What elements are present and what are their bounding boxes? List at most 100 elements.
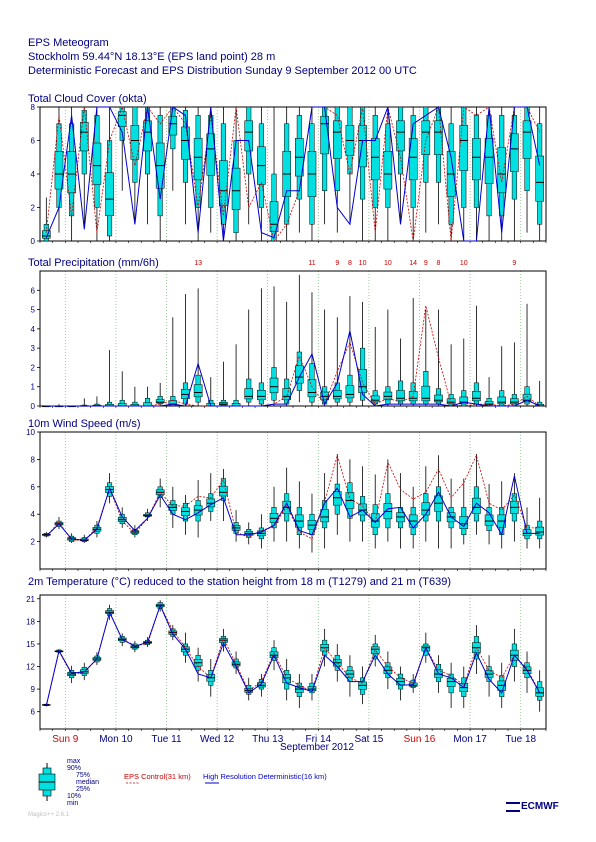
legend-min: min <box>67 800 79 807</box>
box-inner <box>155 399 165 404</box>
panel-title-precipitation: Total Precipitation (mm/6h) <box>28 257 159 269</box>
box-inner <box>472 391 481 402</box>
box-inner <box>383 151 393 190</box>
box-inner <box>269 201 279 233</box>
software-version: Magics++ 2.6.1 <box>28 812 70 818</box>
box-inner <box>320 115 329 155</box>
box-inner <box>282 388 291 401</box>
day-label: Sun 16 <box>404 734 436 745</box>
box-inner <box>396 390 405 402</box>
legend-75: 75% <box>76 772 91 779</box>
box-inner <box>219 485 228 497</box>
control-line <box>46 453 540 541</box>
box-inner <box>358 503 367 516</box>
day-label: Mon 17 <box>453 734 487 745</box>
day-label: Thu 13 <box>252 734 284 745</box>
y-tick-label: 2 <box>31 538 36 547</box>
box-inner <box>130 125 140 160</box>
box-inner <box>522 120 532 159</box>
hires-line <box>45 604 541 706</box>
box-inner <box>117 111 127 127</box>
y-tick-label: 1 <box>31 383 36 392</box>
box-inner <box>459 125 469 171</box>
max-value-label: 9 <box>424 260 428 267</box>
y-tick-label: 6 <box>31 483 36 492</box>
max-value-label: 10 <box>359 260 367 267</box>
legend-25: 25% <box>76 786 91 793</box>
control-line <box>45 604 541 706</box>
y-tick-label: 18 <box>26 617 35 626</box>
box-inner <box>54 151 64 190</box>
max-value-label: 14 <box>409 260 417 267</box>
max-value-label: 9 <box>512 260 516 267</box>
legend-max: max <box>67 758 81 765</box>
max-value-label: 11 <box>308 260 315 267</box>
legend-median: median <box>76 779 99 786</box>
legend-90: 90% <box>67 765 82 772</box>
y-tick-label: 0 <box>31 237 36 246</box>
box-inner <box>332 390 342 400</box>
y-tick-label: 2 <box>31 204 36 213</box>
box-inner <box>307 379 317 398</box>
box-inner <box>257 390 266 401</box>
box-inner <box>143 402 152 407</box>
box-inner <box>484 401 494 406</box>
panel-title-temperature: 2m Temperature (°C) reduced to the stati… <box>28 576 452 588</box>
legend-hires-label: High Resolution Deterministic(16 km) <box>203 772 327 781</box>
ecmwf-logo-icon <box>506 801 520 812</box>
ecmwf-logo: ECMWF <box>506 801 559 812</box>
day-label: Tue 18 <box>505 734 536 745</box>
y-tick-label: 4 <box>31 170 36 179</box>
hires-line <box>45 475 540 541</box>
y-tick-label: 8 <box>31 455 36 464</box>
box-inner <box>244 388 254 400</box>
day-label: Sun 9 <box>52 734 79 745</box>
box-inner <box>421 502 431 516</box>
box-inner <box>421 120 431 155</box>
y-tick-label: 4 <box>31 325 36 334</box>
box-inner <box>434 394 443 403</box>
header-location: Stockholm 59.44°N 18.13°E (EPS land poin… <box>28 51 276 63</box>
panel-title-wind: 10m Wind Speed (m/s) <box>28 418 141 430</box>
panel-title-cloud: Total Cloud Cover (okta) <box>28 93 147 105</box>
panel-3: 6 9 12 15 18 21 <box>26 594 547 731</box>
max-value-label: 10 <box>460 260 468 267</box>
box-inner <box>269 377 279 394</box>
box-inner <box>67 151 76 194</box>
box-inner <box>370 138 380 181</box>
box-inner <box>459 516 469 529</box>
box-inner <box>535 526 544 536</box>
panel-2: 2 4 6 8 10 <box>26 428 547 571</box>
ecmwf-logo-text: ECMWF <box>521 801 559 812</box>
box-inner <box>370 646 380 654</box>
box-inner <box>231 167 241 210</box>
header-forecast-info: Deterministic Forecast and EPS Distribut… <box>28 65 417 77</box>
panel-frame <box>39 431 547 570</box>
max-value-label: 10 <box>384 260 392 267</box>
y-tick-label: 9 <box>31 685 36 694</box>
control-line <box>45 105 541 242</box>
hires-line <box>45 106 541 242</box>
y-tick-label: 2 <box>31 363 36 372</box>
day-label: Mon 10 <box>99 734 133 745</box>
legend-box-glyph <box>34 762 60 802</box>
max-value-label: 13 <box>194 260 202 267</box>
box-inner <box>193 138 203 181</box>
day-label: Wed 12 <box>200 734 235 745</box>
y-tick-label: 8 <box>31 103 36 112</box>
header-title: EPS Meteogram <box>28 37 109 49</box>
box-inner <box>535 155 544 202</box>
box-inner <box>421 385 431 402</box>
panel-1: 0 1 2 3 4 5 6 13 11 9 8 10 10 14 9 8 10 9 <box>31 260 547 411</box>
day-label: Sat 15 <box>354 734 383 745</box>
max-value-label: 8 <box>348 260 352 267</box>
hires-line <box>46 330 540 407</box>
box-inner <box>497 147 507 194</box>
box-inner <box>320 509 329 523</box>
box-inner <box>510 133 519 172</box>
month-label: September 2012 <box>280 742 354 753</box>
box-inner <box>105 172 114 216</box>
y-tick-label: 21 <box>26 595 35 604</box>
y-tick-label: 5 <box>31 306 36 315</box>
